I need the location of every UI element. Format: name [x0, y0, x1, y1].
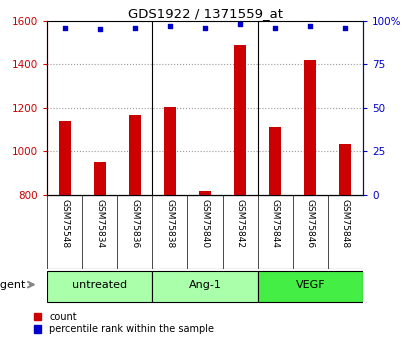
Bar — [163, 107, 175, 195]
Text: GSM75548: GSM75548 — [60, 199, 69, 248]
FancyBboxPatch shape — [257, 271, 362, 302]
Text: Ang-1: Ang-1 — [188, 280, 221, 289]
FancyBboxPatch shape — [47, 271, 152, 302]
Text: GSM75834: GSM75834 — [95, 199, 104, 248]
Text: GSM75844: GSM75844 — [270, 199, 279, 248]
Point — [236, 21, 243, 27]
Bar — [198, 190, 211, 195]
Text: agent: agent — [0, 280, 26, 289]
FancyBboxPatch shape — [152, 271, 257, 302]
Point — [306, 23, 313, 29]
Bar — [93, 162, 106, 195]
Text: VEGF: VEGF — [295, 280, 324, 289]
Title: GDS1922 / 1371559_at: GDS1922 / 1371559_at — [127, 7, 282, 20]
Text: GSM75840: GSM75840 — [200, 199, 209, 248]
Text: untreated: untreated — [72, 280, 127, 289]
Text: GSM75846: GSM75846 — [305, 199, 314, 248]
Point — [271, 25, 278, 30]
Point — [61, 25, 68, 30]
Bar — [128, 116, 141, 195]
Bar — [338, 144, 351, 195]
Point — [166, 23, 173, 29]
Point — [341, 25, 348, 30]
Point — [96, 27, 103, 32]
Text: GSM75848: GSM75848 — [340, 199, 349, 248]
Text: GSM75836: GSM75836 — [130, 199, 139, 248]
Legend: count, percentile rank within the sample: count, percentile rank within the sample — [34, 312, 213, 334]
Text: GSM75842: GSM75842 — [235, 199, 244, 248]
Point — [131, 25, 138, 30]
Text: GSM75838: GSM75838 — [165, 199, 174, 248]
Bar — [234, 45, 246, 195]
Bar — [58, 121, 71, 195]
Point — [201, 25, 208, 30]
Bar — [268, 127, 281, 195]
Bar — [303, 60, 316, 195]
